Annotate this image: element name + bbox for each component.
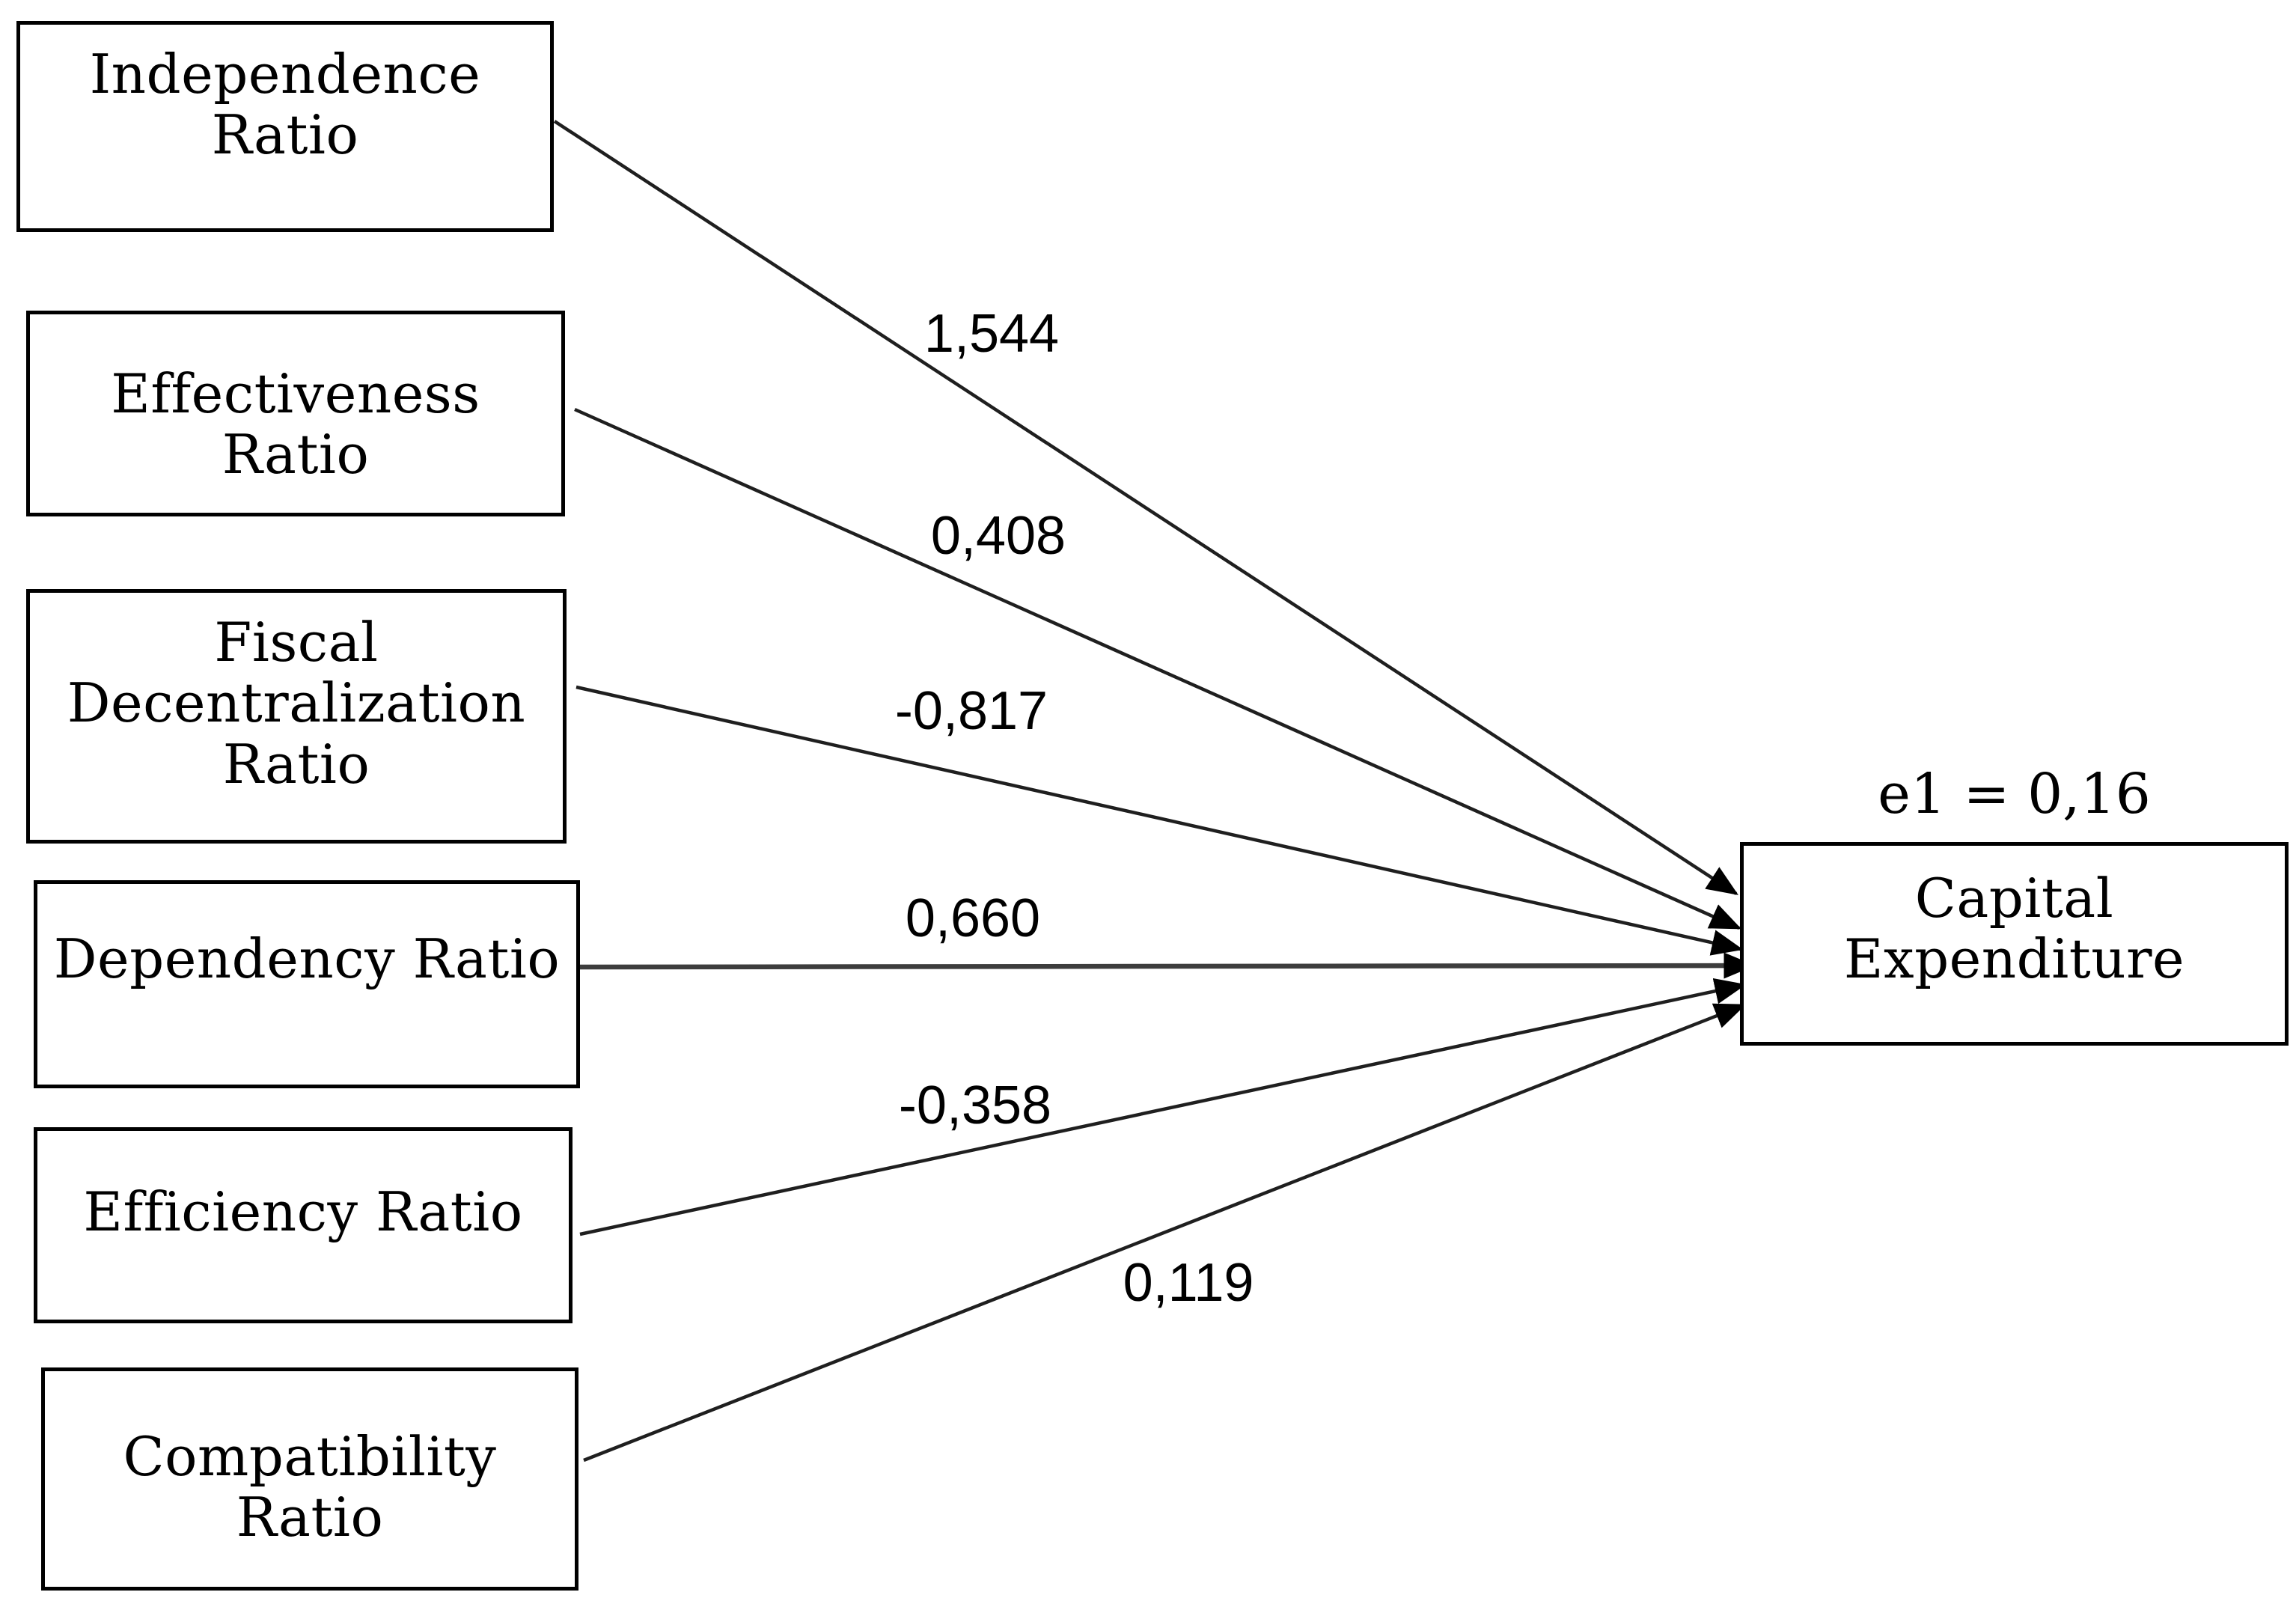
outcome-label-capital-expenditure: Capital Expenditure [1843,867,2185,991]
predictor-box-effectiveness-ratio: Effectiveness Ratio [26,311,565,516]
predictor-box-compatibility-ratio: Compatibility Ratio [41,1367,578,1591]
predictor-box-fiscal-decentralization-ratio: Fiscal Decentralization Ratio [26,589,567,844]
predictor-box-dependency-ratio: Dependency Ratio [34,880,580,1088]
predictor-label-effectiveness-ratio: Effectiveness Ratio [111,362,480,487]
predictor-label-dependency-ratio: Dependency Ratio [53,927,561,990]
arrow-compatibility-to-capital-expenditure [583,1003,1747,1463]
predictor-label-independence-ratio: Independence Ratio [89,43,481,167]
arrow-efficiency-to-capital-expenditure [579,978,1747,1236]
predictor-label-fiscal-decentralization-ratio: Fiscal Decentralization Ratio [67,611,526,796]
coefficient-label-independence: 1,544 [923,304,1060,364]
arrow-dependency-to-capital-expenditure [579,952,1756,979]
predictor-label-efficiency-ratio: Efficiency Ratio [83,1180,523,1243]
arrow-independence-to-capital-expenditure [553,120,1738,895]
predictor-box-efficiency-ratio: Efficiency Ratio [34,1127,573,1323]
predictor-box-independence-ratio: Independence Ratio [16,21,554,232]
coefficient-label-compatibility: 0,119 [1123,1253,1254,1313]
arrow-effectiveness-to-capital-expenditure [574,407,1742,930]
arrow-fiscal-decentralization-to-capital-expenditure [575,685,1744,956]
coefficient-label-fiscal-decentralization: -0,817 [894,681,1048,741]
predictor-label-compatibility-ratio: Compatibility Ratio [123,1425,497,1549]
coefficient-label-effectiveness: 0,408 [930,506,1066,566]
outcome-box-capital-expenditure: Capital Expenditure [1740,842,2289,1046]
coefficient-label-dependency: 0,660 [905,888,1041,948]
error-term-label: e1 = 0,16 [1878,762,2151,826]
coefficient-label-efficiency: -0,358 [898,1076,1052,1135]
